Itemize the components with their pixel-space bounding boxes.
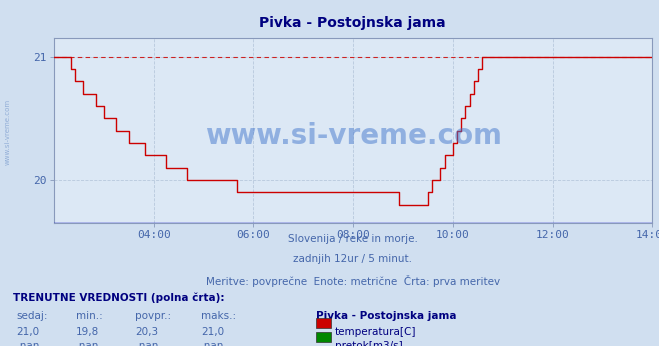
Text: temperatura[C]: temperatura[C] [335, 327, 416, 337]
Text: Pivka - Postojnska jama: Pivka - Postojnska jama [316, 311, 457, 321]
Text: Meritve: povprečne  Enote: metrične  Črta: prva meritev: Meritve: povprečne Enote: metrične Črta:… [206, 275, 500, 287]
Text: www.si-vreme.com: www.si-vreme.com [5, 98, 11, 165]
Text: Slovenija / reke in morje.: Slovenija / reke in morje. [287, 234, 418, 244]
Text: sedaj:: sedaj: [16, 311, 48, 321]
Text: maks.:: maks.: [201, 311, 236, 321]
Text: -nan: -nan [135, 341, 158, 346]
Text: min.:: min.: [76, 311, 103, 321]
Text: -nan: -nan [201, 341, 224, 346]
Text: Pivka - Postojnska jama: Pivka - Postojnska jama [259, 16, 446, 29]
Text: pretok[m3/s]: pretok[m3/s] [335, 341, 403, 346]
Text: 21,0: 21,0 [201, 327, 224, 337]
Text: -nan: -nan [16, 341, 40, 346]
Text: povpr.:: povpr.: [135, 311, 171, 321]
Text: -nan: -nan [76, 341, 99, 346]
Text: 21,0: 21,0 [16, 327, 40, 337]
Text: www.si-vreme.com: www.si-vreme.com [205, 122, 501, 150]
Text: TRENUTNE VREDNOSTI (polna črta):: TRENUTNE VREDNOSTI (polna črta): [13, 292, 225, 303]
Text: zadnjih 12ur / 5 minut.: zadnjih 12ur / 5 minut. [293, 254, 412, 264]
Text: 19,8: 19,8 [76, 327, 99, 337]
Text: 20,3: 20,3 [135, 327, 158, 337]
